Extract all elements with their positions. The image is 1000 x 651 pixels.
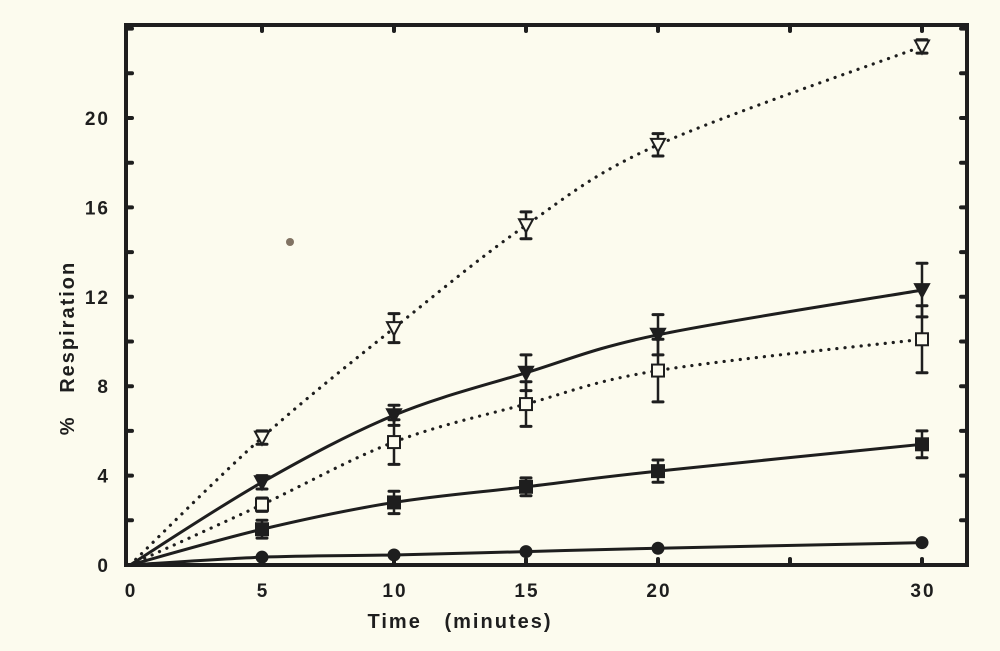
filled-triangle-marker <box>385 408 403 425</box>
y-axis-title: % Respiration <box>57 261 79 435</box>
open-triangle-marker <box>649 137 667 154</box>
y-tick-label: 0 <box>97 556 110 577</box>
x-tick-label: 30 <box>910 581 935 602</box>
series-open-square <box>128 304 929 567</box>
x-tick-label: 10 <box>382 581 407 602</box>
filled-square-marker <box>387 495 401 510</box>
axis-ticks <box>124 23 969 567</box>
x-tick-label: 0 <box>125 581 138 602</box>
open-square-marker <box>519 397 533 412</box>
filled-triangle-marker <box>913 283 931 300</box>
y-tick-label: 20 <box>85 109 110 130</box>
x-tick-label: 20 <box>646 581 671 602</box>
y-tick-label: 8 <box>97 377 110 398</box>
series-filled-triangle-down <box>128 261 931 567</box>
y-tick-label: 4 <box>97 467 110 488</box>
filled-square-marker <box>651 464 665 479</box>
solid-line <box>128 288 924 567</box>
open-square-marker <box>651 363 665 378</box>
open-square-marker <box>915 332 929 347</box>
filled-circle-marker <box>387 548 401 562</box>
x-tick-label: 5 <box>257 581 270 602</box>
open-square-marker <box>255 497 269 512</box>
filled-circle-marker <box>519 545 533 559</box>
filled-square-marker <box>519 479 533 494</box>
filled-circle-marker <box>651 541 665 555</box>
x-axis-title: Time (minutes) <box>368 611 553 633</box>
filled-triangle-marker <box>253 475 271 492</box>
filled-triangle-marker <box>517 365 535 382</box>
open-triangle-marker <box>913 39 931 56</box>
paper-spot <box>286 238 294 246</box>
series-filled-square <box>128 429 929 567</box>
y-tick-label: 16 <box>85 198 110 219</box>
series-open-triangle-down <box>128 38 931 567</box>
open-triangle-marker <box>517 218 535 235</box>
axis-tick-labels: 0 4 8 12 16 20 0 5 10 15 20 30 <box>85 109 935 602</box>
x-tick-label: 15 <box>514 581 539 602</box>
filled-circle-marker <box>915 536 929 550</box>
open-square-marker <box>387 435 401 450</box>
filled-square-marker <box>915 437 929 452</box>
filled-square-marker <box>255 522 269 537</box>
open-triangle-marker <box>253 430 271 447</box>
filled-circle-marker <box>255 550 269 564</box>
series-filled-circle <box>128 536 929 567</box>
open-triangle-marker <box>385 321 403 338</box>
filled-triangle-marker <box>649 327 667 344</box>
data-series <box>128 38 931 567</box>
dotted-line <box>128 44 924 567</box>
y-tick-label: 12 <box>85 288 110 309</box>
